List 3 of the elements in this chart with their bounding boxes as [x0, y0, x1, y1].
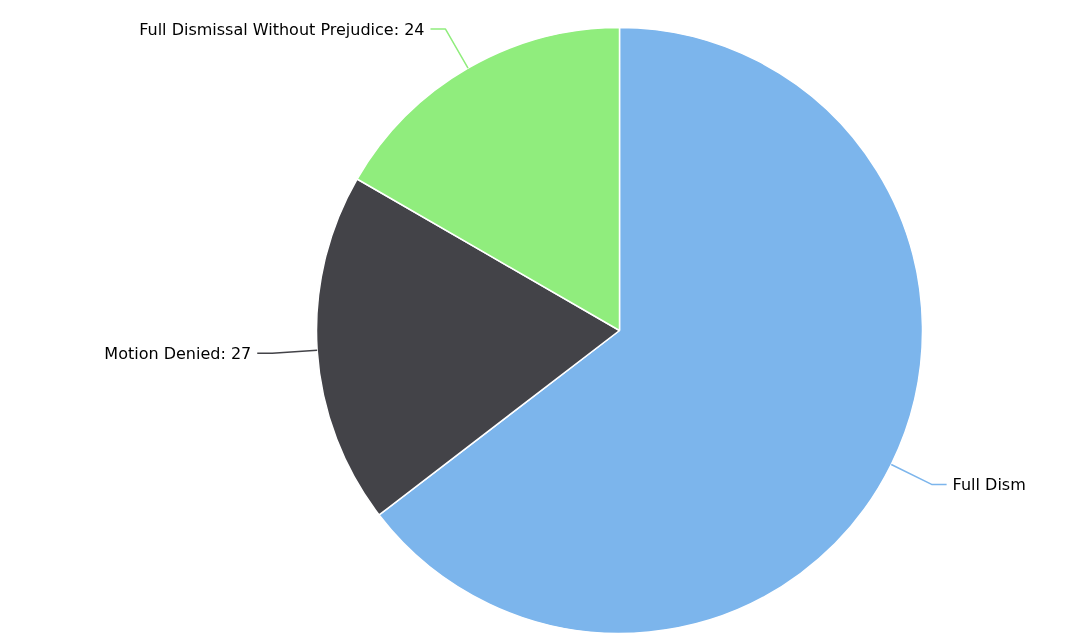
slice-label: Full Dismissal Without Prejudice: 24	[139, 19, 425, 39]
slice-label: Motion Denied: 27	[104, 343, 252, 363]
slice-label: Full Dism	[952, 474, 1026, 494]
